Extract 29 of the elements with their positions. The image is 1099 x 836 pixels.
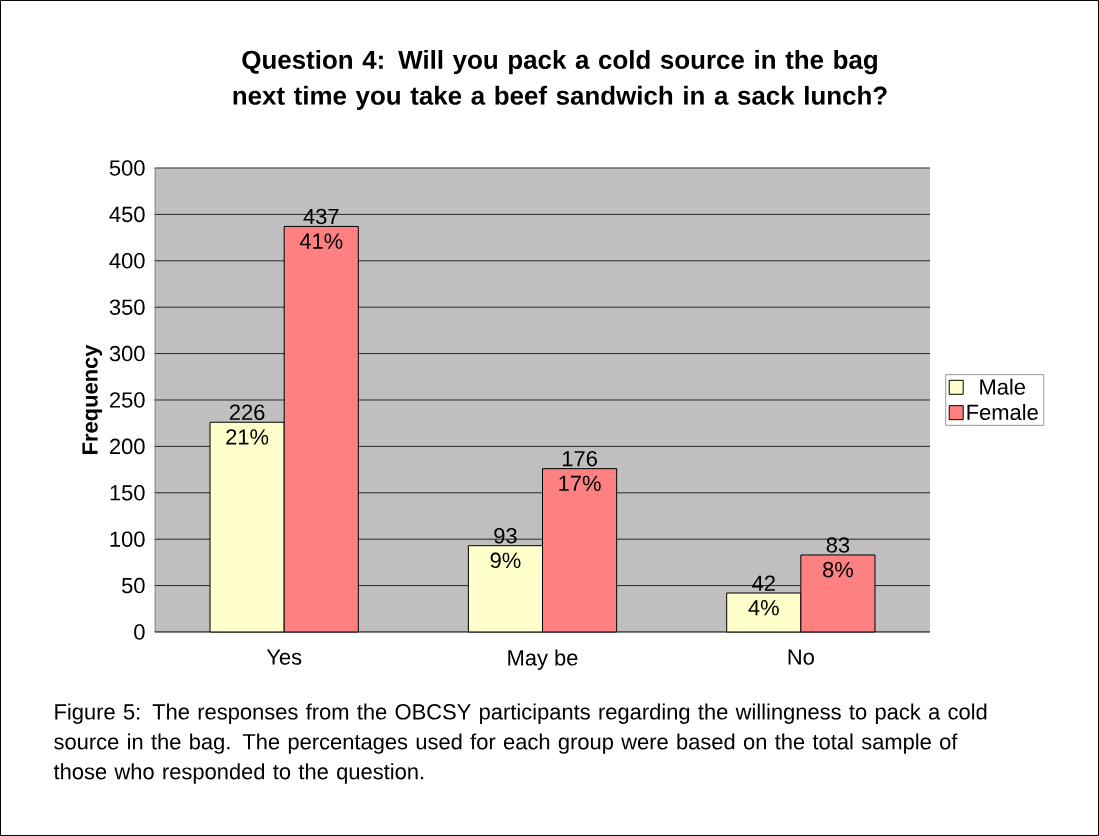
chart-title: Question 4: Will you pack a cold source in the bag next time you take a beef sandwich in a sack lunch? (233, 49, 887, 110)
y-axis-title: Frequency (82, 344, 103, 454)
data-label: 93 (494, 527, 517, 544)
y-tick-label: 100 (110, 531, 145, 547)
y-tick-label: 0 (134, 624, 145, 640)
y-tick-label: 50 (121, 577, 145, 594)
y-tick-label: 500 (109, 160, 145, 176)
y-tick-label: 400 (109, 253, 145, 269)
annotation: 17% (559, 475, 601, 491)
y-tick-label: 300 (109, 345, 145, 362)
annotation: 9% (490, 552, 521, 569)
y-tick-label: 450 (109, 206, 145, 223)
legend-label: Male (980, 378, 1026, 395)
data-label: 226 (229, 404, 265, 421)
data-label: 176 (562, 450, 597, 467)
x-tick-label: Yes (266, 649, 302, 665)
caption: Figure 5: The responses from the OBCSY participants regarding the willingness to pack a cold source in the bag. The percentages used for each group were based on the total sample of those who responded to the question. (53, 703, 987, 784)
x-tick-label: May be (508, 649, 578, 670)
annotation: 21% (226, 429, 269, 445)
y-tick-label: 350 (109, 299, 145, 315)
y-tick-label: 250 (110, 392, 145, 408)
data-label: 83 (826, 537, 850, 553)
annotation: 8% (823, 561, 853, 578)
y-tick-label: 150 (110, 485, 145, 501)
annotation: 4% (748, 600, 779, 616)
annotation: 41% (299, 233, 343, 249)
y-tick-label: 200 (110, 438, 145, 455)
legend-label: Female (967, 403, 1038, 421)
x-tick-label: No (788, 649, 814, 665)
